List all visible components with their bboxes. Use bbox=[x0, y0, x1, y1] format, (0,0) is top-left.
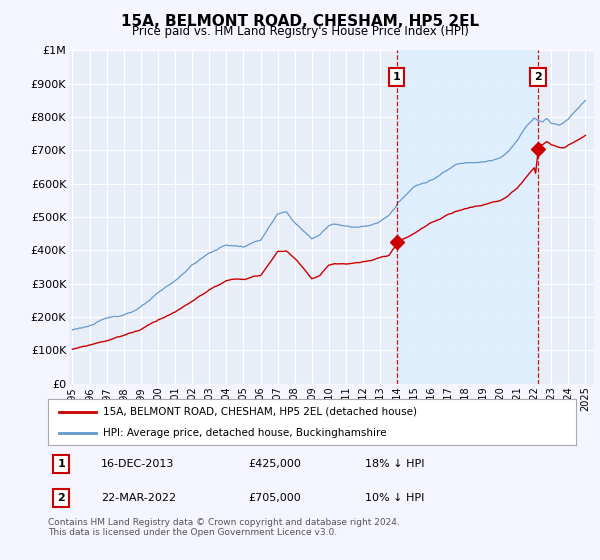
Text: HPI: Average price, detached house, Buckinghamshire: HPI: Average price, detached house, Buck… bbox=[103, 428, 387, 438]
Text: 18% ↓ HPI: 18% ↓ HPI bbox=[365, 459, 424, 469]
Text: 15A, BELMONT ROAD, CHESHAM, HP5 2EL (detached house): 15A, BELMONT ROAD, CHESHAM, HP5 2EL (det… bbox=[103, 407, 418, 417]
Text: 1: 1 bbox=[58, 459, 65, 469]
Text: Contains HM Land Registry data © Crown copyright and database right 2024.
This d: Contains HM Land Registry data © Crown c… bbox=[48, 518, 400, 538]
Text: Price paid vs. HM Land Registry's House Price Index (HPI): Price paid vs. HM Land Registry's House … bbox=[131, 25, 469, 38]
Text: 15A, BELMONT ROAD, CHESHAM, HP5 2EL: 15A, BELMONT ROAD, CHESHAM, HP5 2EL bbox=[121, 14, 479, 29]
Text: 22-MAR-2022: 22-MAR-2022 bbox=[101, 493, 176, 503]
Text: 16-DEC-2013: 16-DEC-2013 bbox=[101, 459, 174, 469]
Text: 2: 2 bbox=[534, 72, 542, 82]
Text: 2: 2 bbox=[58, 493, 65, 503]
Text: 10% ↓ HPI: 10% ↓ HPI bbox=[365, 493, 424, 503]
Bar bbox=[397, 50, 538, 384]
Text: £425,000: £425,000 bbox=[248, 459, 302, 469]
Text: £705,000: £705,000 bbox=[248, 493, 301, 503]
Text: 1: 1 bbox=[393, 72, 401, 82]
